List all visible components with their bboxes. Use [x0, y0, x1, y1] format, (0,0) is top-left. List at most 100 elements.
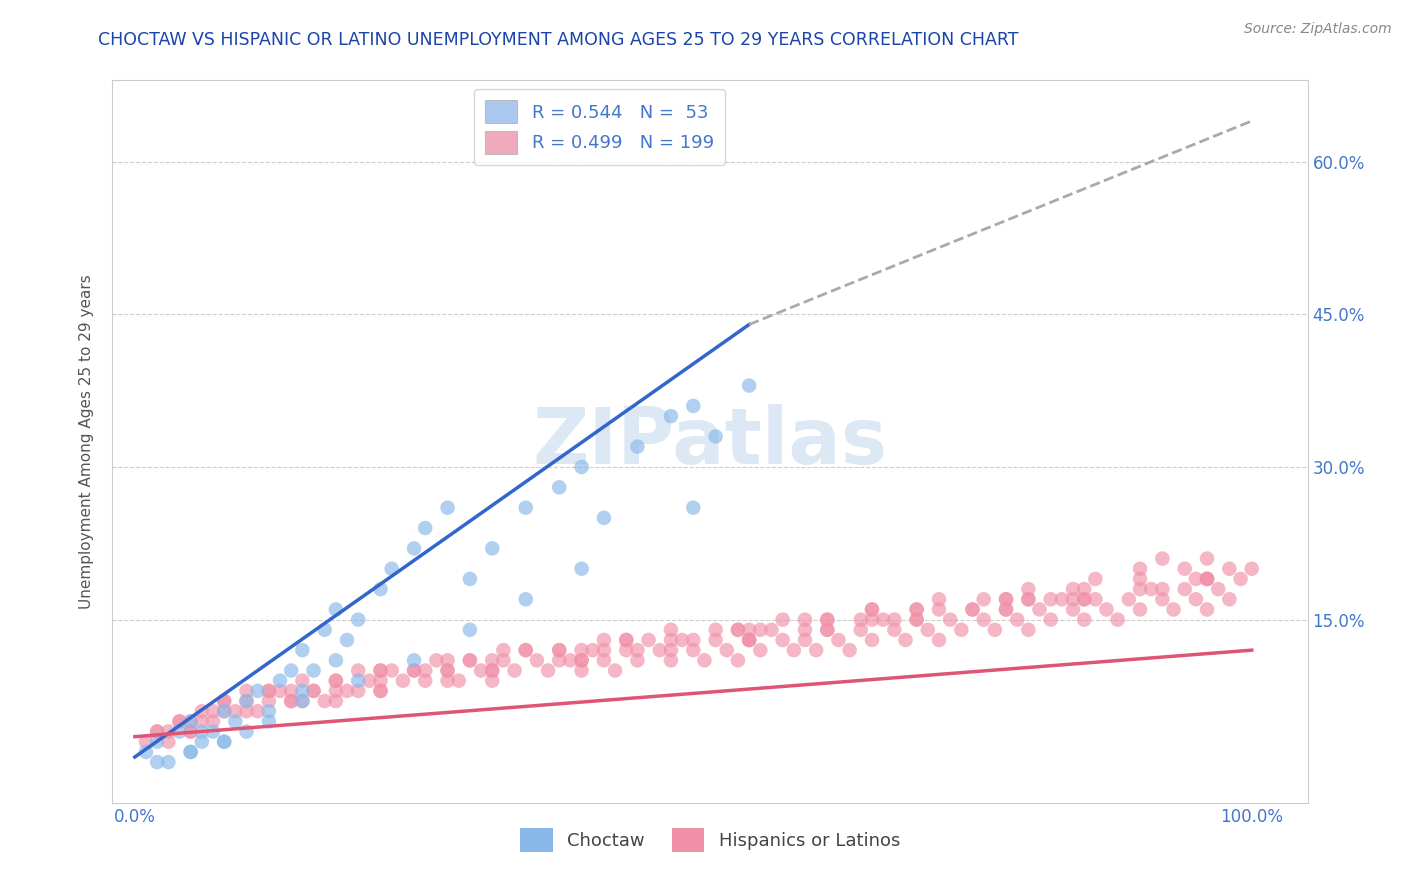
Point [257, 694, 280, 708]
Point [995, 602, 1018, 616]
Point [626, 643, 648, 657]
Point [1129, 602, 1152, 616]
Point [648, 643, 671, 657]
Point [492, 643, 515, 657]
Point [1185, 572, 1208, 586]
Point [280, 694, 302, 708]
Point [593, 511, 616, 525]
Point [738, 378, 761, 392]
Point [704, 429, 727, 443]
Point [571, 664, 593, 678]
Point [370, 664, 392, 678]
Point [1152, 592, 1174, 607]
Point [458, 653, 481, 667]
Point [381, 664, 404, 678]
Point [727, 653, 749, 667]
Point [1017, 582, 1039, 596]
Point [370, 673, 392, 688]
Point [169, 714, 191, 729]
Point [548, 480, 571, 494]
Point [280, 664, 302, 678]
Point [894, 632, 917, 647]
Point [1197, 572, 1219, 586]
Point [614, 643, 637, 657]
Point [325, 694, 347, 708]
Point [1129, 572, 1152, 586]
Point [772, 632, 794, 647]
Point [402, 653, 425, 667]
Point [860, 613, 883, 627]
Point [370, 684, 392, 698]
Point [1073, 592, 1095, 607]
Point [325, 673, 347, 688]
Point [860, 632, 883, 647]
Point [1197, 572, 1219, 586]
Point [973, 613, 995, 627]
Point [359, 673, 381, 688]
Point [235, 704, 257, 718]
Point [571, 460, 593, 475]
Point [1163, 602, 1185, 616]
Point [458, 653, 481, 667]
Point [224, 714, 246, 729]
Point [637, 632, 659, 647]
Point [738, 632, 761, 647]
Point [481, 673, 503, 688]
Point [693, 653, 716, 667]
Point [738, 632, 761, 647]
Point [235, 724, 257, 739]
Point [280, 684, 302, 698]
Point [571, 643, 593, 657]
Point [704, 623, 727, 637]
Point [302, 684, 325, 698]
Point [1240, 562, 1263, 576]
Point [1197, 602, 1219, 616]
Point [413, 673, 436, 688]
Point [860, 602, 883, 616]
Point [392, 673, 415, 688]
Point [370, 582, 392, 596]
Point [905, 613, 928, 627]
Point [783, 643, 806, 657]
Point [180, 714, 202, 729]
Point [269, 673, 291, 688]
Point [280, 694, 302, 708]
Point [962, 602, 984, 616]
Point [212, 694, 235, 708]
Point [1062, 602, 1084, 616]
Point [815, 623, 838, 637]
Point [1129, 562, 1152, 576]
Point [515, 643, 537, 657]
Point [425, 653, 447, 667]
Point [201, 714, 224, 729]
Point [180, 745, 202, 759]
Point [413, 521, 436, 535]
Point [492, 653, 515, 667]
Point [614, 632, 637, 647]
Point [291, 694, 314, 708]
Point [212, 704, 235, 718]
Text: Source: ZipAtlas.com: Source: ZipAtlas.com [1244, 22, 1392, 37]
Point [1050, 592, 1073, 607]
Point [146, 755, 169, 769]
Point [169, 724, 191, 739]
Point [291, 684, 314, 698]
Point [201, 724, 224, 739]
Point [1062, 582, 1084, 596]
Point [212, 704, 235, 718]
Point [973, 592, 995, 607]
Point [1062, 592, 1084, 607]
Point [560, 653, 582, 667]
Point [336, 684, 359, 698]
Point [682, 632, 704, 647]
Point [626, 440, 648, 454]
Point [593, 643, 616, 657]
Point [984, 623, 1007, 637]
Point [402, 664, 425, 678]
Point [682, 500, 704, 515]
Point [180, 714, 202, 729]
Point [738, 623, 761, 637]
Point [1039, 592, 1062, 607]
Point [347, 684, 370, 698]
Point [1197, 551, 1219, 566]
